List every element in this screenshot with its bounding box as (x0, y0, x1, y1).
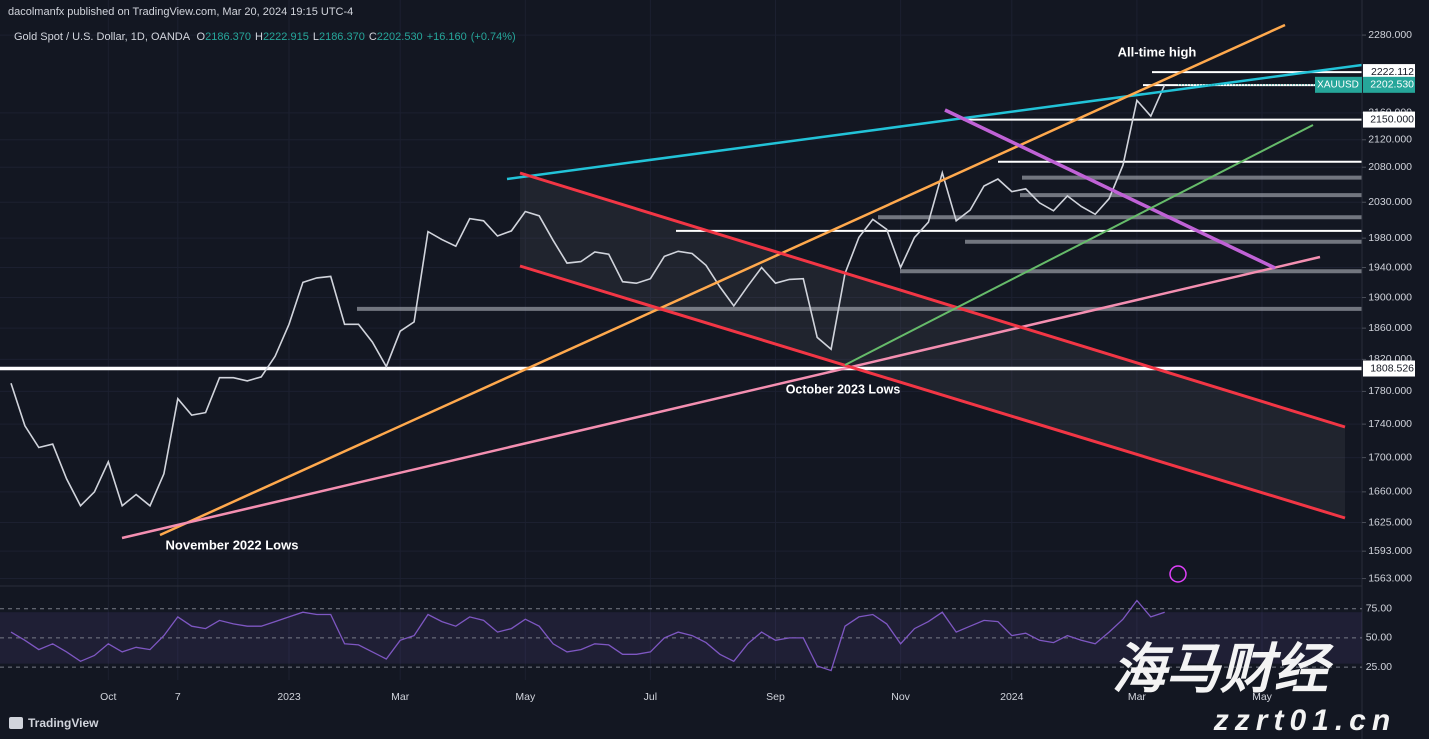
x-tick-label: Mar (391, 691, 410, 703)
y-tick-label: 1625.000 (1368, 516, 1412, 528)
price-axis: 2280.0002160.0002120.0002080.0002030.000… (1178, 29, 1415, 673)
ohlc-value: 2186.370 (318, 31, 365, 43)
price-line (10, 84, 1166, 508)
y-tick-label: 1740.000 (1368, 418, 1412, 430)
levels (0, 71, 1362, 371)
rsi-pane (0, 599, 1362, 672)
price-change: +16.160 (426, 31, 467, 43)
x-tick-label: 2023 (277, 691, 301, 703)
y-tick-label: 1700.000 (1368, 451, 1412, 463)
y-tick-label: 2030.000 (1368, 196, 1412, 208)
rsi-tick-label: 75.00 (1366, 602, 1392, 614)
y-tick-label: 2120.000 (1368, 134, 1412, 146)
x-tick-label: Sep (766, 691, 785, 703)
x-tick-label: May (1252, 691, 1273, 703)
level-label-box (1363, 64, 1415, 81)
ohlc-value: 2222.915 (262, 31, 309, 43)
price-tag-box (1363, 76, 1415, 93)
rsi-line (10, 599, 1165, 672)
annotation: November 2022 Lows (166, 537, 299, 552)
x-tick-label: May (515, 691, 536, 703)
y-tick-label: 1940.000 (1368, 261, 1412, 273)
symbol-tag: XAUUSD (1317, 79, 1359, 90)
ohlc-key: H (254, 31, 263, 43)
level-label-box (1363, 111, 1415, 128)
x-tick-label: Nov (891, 691, 910, 703)
y-tick-label: 1780.000 (1368, 385, 1412, 397)
grid (0, 0, 1362, 680)
channel-fill (520, 173, 1345, 518)
y-tick-label: 1860.000 (1368, 322, 1412, 334)
event-icon[interactable] (1169, 565, 1187, 583)
price-layer (10, 84, 1166, 508)
channel-line (519, 264, 1346, 520)
publisher: dacolmanfx published on TradingView.com,… (8, 6, 354, 18)
annotation: October 2023 Lows (786, 382, 901, 396)
y-tick-label: 1593.000 (1368, 545, 1412, 557)
trendline (944, 108, 1276, 270)
annotation: All-time high (1118, 44, 1197, 59)
x-tick-label: 2024 (1000, 691, 1024, 703)
y-tick-label: 2280.000 (1368, 29, 1412, 41)
trendline (506, 63, 1363, 181)
price-change: (+0.74%) (470, 31, 516, 43)
symbol-tag-box (1315, 76, 1362, 93)
watermark: zzrt01.cn (1213, 704, 1396, 737)
ohlc-value: 2202.530 (376, 31, 423, 43)
symbol: Gold Spot / U.S. Dollar, 1D, OANDA (14, 31, 190, 43)
ohlc-key: C (368, 31, 377, 43)
y-tick-label: 1660.000 (1368, 486, 1412, 498)
watermark: 海马财经 (1112, 639, 1334, 699)
level-label: 1808.526 (1370, 362, 1414, 374)
ohlc-key: L (312, 31, 319, 43)
level-label-box (1363, 360, 1415, 377)
footer-brand: TradingView (28, 716, 99, 730)
ohlc-legend: Gold Spot / U.S. Dollar, 1D, OANDA O2186… (14, 31, 516, 43)
price-tag: 2202.530 (1370, 79, 1414, 91)
y-tick-label: 1563.000 (1368, 572, 1412, 584)
level-label: 2222.112 (1371, 66, 1414, 78)
y-tick-label: 2080.000 (1368, 161, 1412, 173)
level-label: 2150.000 (1370, 113, 1414, 125)
channel-line (519, 171, 1346, 429)
x-tick-label: 7 (175, 691, 181, 703)
trendline (121, 255, 1321, 540)
x-tick-label: Mar (1128, 691, 1147, 703)
rsi-tick-label: 50.00 (1366, 632, 1392, 644)
ohlc-key: O (196, 31, 206, 43)
ohlc-value: 2186.370 (205, 31, 251, 43)
y-tick-label: 1980.000 (1368, 232, 1412, 244)
rsi-tick-label: 25.00 (1366, 661, 1392, 673)
trendline (844, 124, 1314, 366)
y-tick-label: 1900.000 (1368, 291, 1412, 303)
trendline (159, 23, 1286, 537)
x-tick-label: Jul (644, 691, 657, 703)
logo (9, 717, 23, 729)
x-tick-label: Oct (100, 691, 116, 703)
